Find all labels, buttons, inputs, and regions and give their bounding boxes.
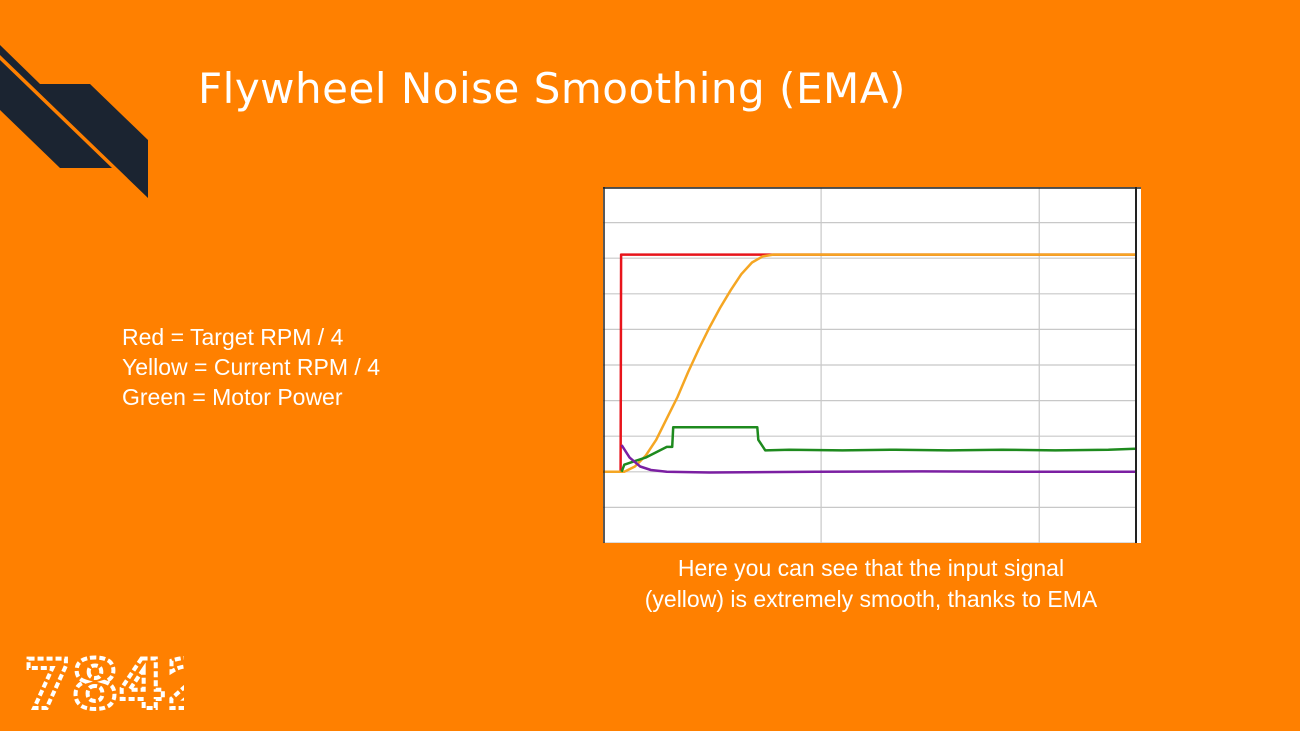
slide-title: Flywheel Noise Smoothing (EMA) (198, 64, 906, 113)
chart (603, 186, 1141, 544)
chart-caption: Here you can see that the input signal (… (600, 553, 1142, 615)
series-lines (603, 253, 1136, 474)
chevron-stripe-front (0, 60, 112, 168)
chevron-stripe-back (0, 45, 148, 198)
chart-svg (603, 186, 1141, 544)
caption-line-2: (yellow) is extremely smooth, thanks to … (644, 586, 1098, 612)
purple-series-line (620, 444, 1135, 474)
motor-power-line (620, 426, 1136, 473)
legend-line-target: Red = Target RPM / 4 (122, 324, 344, 350)
legend-notes: Red = Target RPM / 4 Yellow = Current RP… (122, 322, 380, 412)
legend-line-current: Yellow = Current RPM / 4 (122, 354, 381, 380)
legend-line-motor: Green = Motor Power (122, 384, 343, 410)
team-number-logo-text: 7842 (24, 648, 184, 718)
corner-chevron-decoration (0, 45, 148, 198)
caption-line-1: Here you can see that the input signal (677, 555, 1065, 581)
team-number-logo: 7842 (24, 648, 184, 718)
